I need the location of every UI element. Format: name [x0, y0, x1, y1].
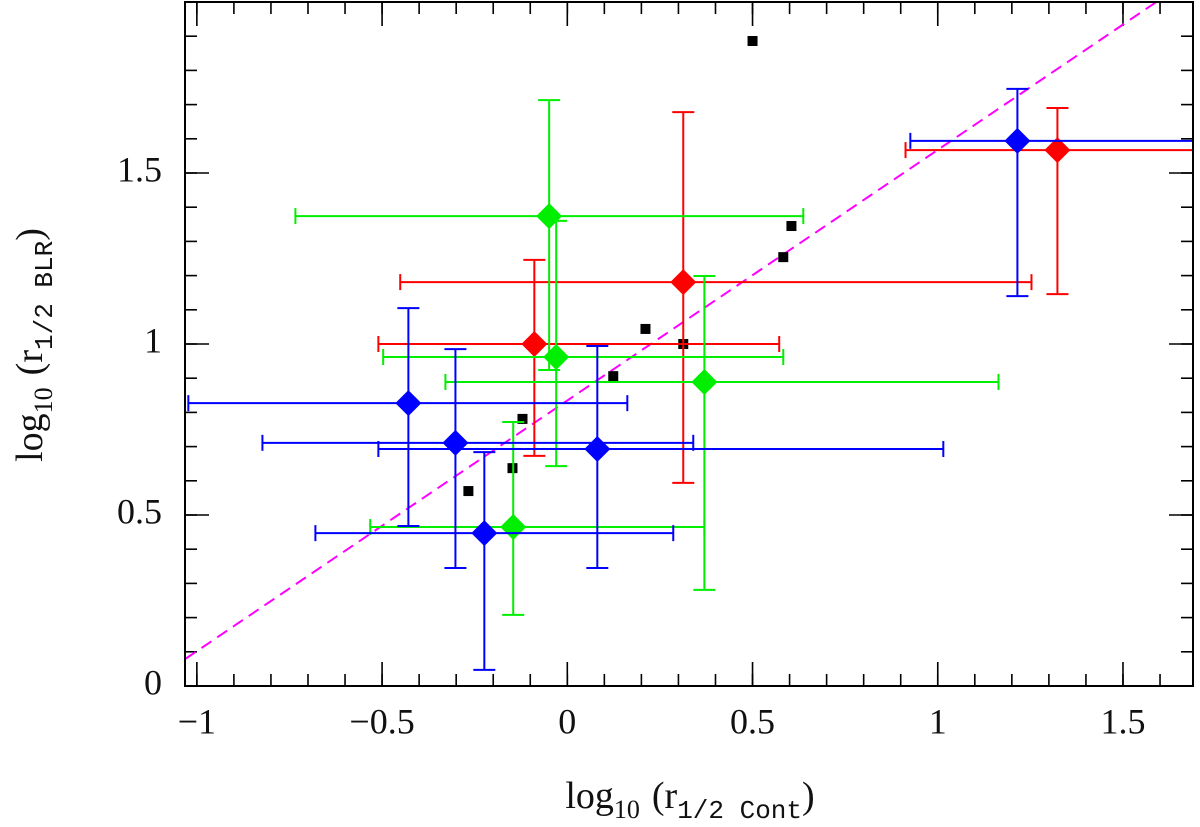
square-marker	[463, 486, 474, 497]
x-label-part: (r	[652, 775, 678, 817]
y-tick-label: 0	[144, 662, 162, 702]
x-axis-label: log10 (r1/2 Cont)	[565, 775, 814, 826]
square-marker	[786, 221, 797, 232]
diamond-marker	[1044, 137, 1071, 164]
x-label-sub: 10	[614, 795, 640, 824]
diamond-marker	[670, 269, 697, 296]
diamond-marker	[471, 520, 498, 547]
x-tick-label: −0.5	[349, 701, 414, 741]
y-label-part: (r	[9, 350, 51, 376]
square-marker	[517, 413, 528, 424]
y-label-part: )	[9, 228, 51, 241]
x-label-sub: 1/2 Cont	[677, 796, 802, 826]
y-tick-label: 1	[144, 320, 162, 360]
plot-area	[185, 2, 1193, 671]
x-tick-label: −1	[178, 701, 216, 741]
x-tick-label: 0	[558, 701, 576, 741]
diamond-marker	[395, 390, 422, 417]
diamond-marker	[536, 203, 563, 230]
square-marker	[778, 252, 789, 263]
diamond-marker	[543, 343, 570, 370]
y-tick-label: 1.5	[117, 149, 162, 189]
y-axis-label: log10 (r1/2 BLR)	[9, 228, 60, 462]
x-label-part: )	[802, 775, 815, 817]
fit-line	[185, 2, 1157, 660]
x-tick-label: 1.5	[1100, 701, 1145, 741]
diamond-marker	[442, 429, 469, 456]
y-label-sub: 1/2 BLR	[30, 241, 60, 350]
diamond-marker	[584, 435, 611, 462]
plot-frame	[184, 1, 1194, 687]
y-tick-label: 0.5	[117, 491, 162, 531]
diamond-marker	[691, 368, 718, 395]
x-tick-label: 1	[929, 701, 947, 741]
diamond-marker	[1004, 127, 1031, 154]
label-group: −1 −0.5 0 0.5 1 1.5 0 0.5 1 1.5	[117, 149, 1145, 741]
square-marker	[608, 371, 619, 382]
square-marker	[747, 35, 758, 46]
tick-group	[185, 2, 1193, 687]
diamond-marker	[521, 331, 548, 357]
square-marker	[640, 323, 651, 334]
x-label-part: log	[565, 775, 614, 817]
diamond-marker	[500, 513, 527, 540]
y-label-sub: 10	[29, 387, 58, 413]
x-tick-label: 0.5	[730, 701, 775, 741]
y-label-part: log	[9, 413, 51, 462]
